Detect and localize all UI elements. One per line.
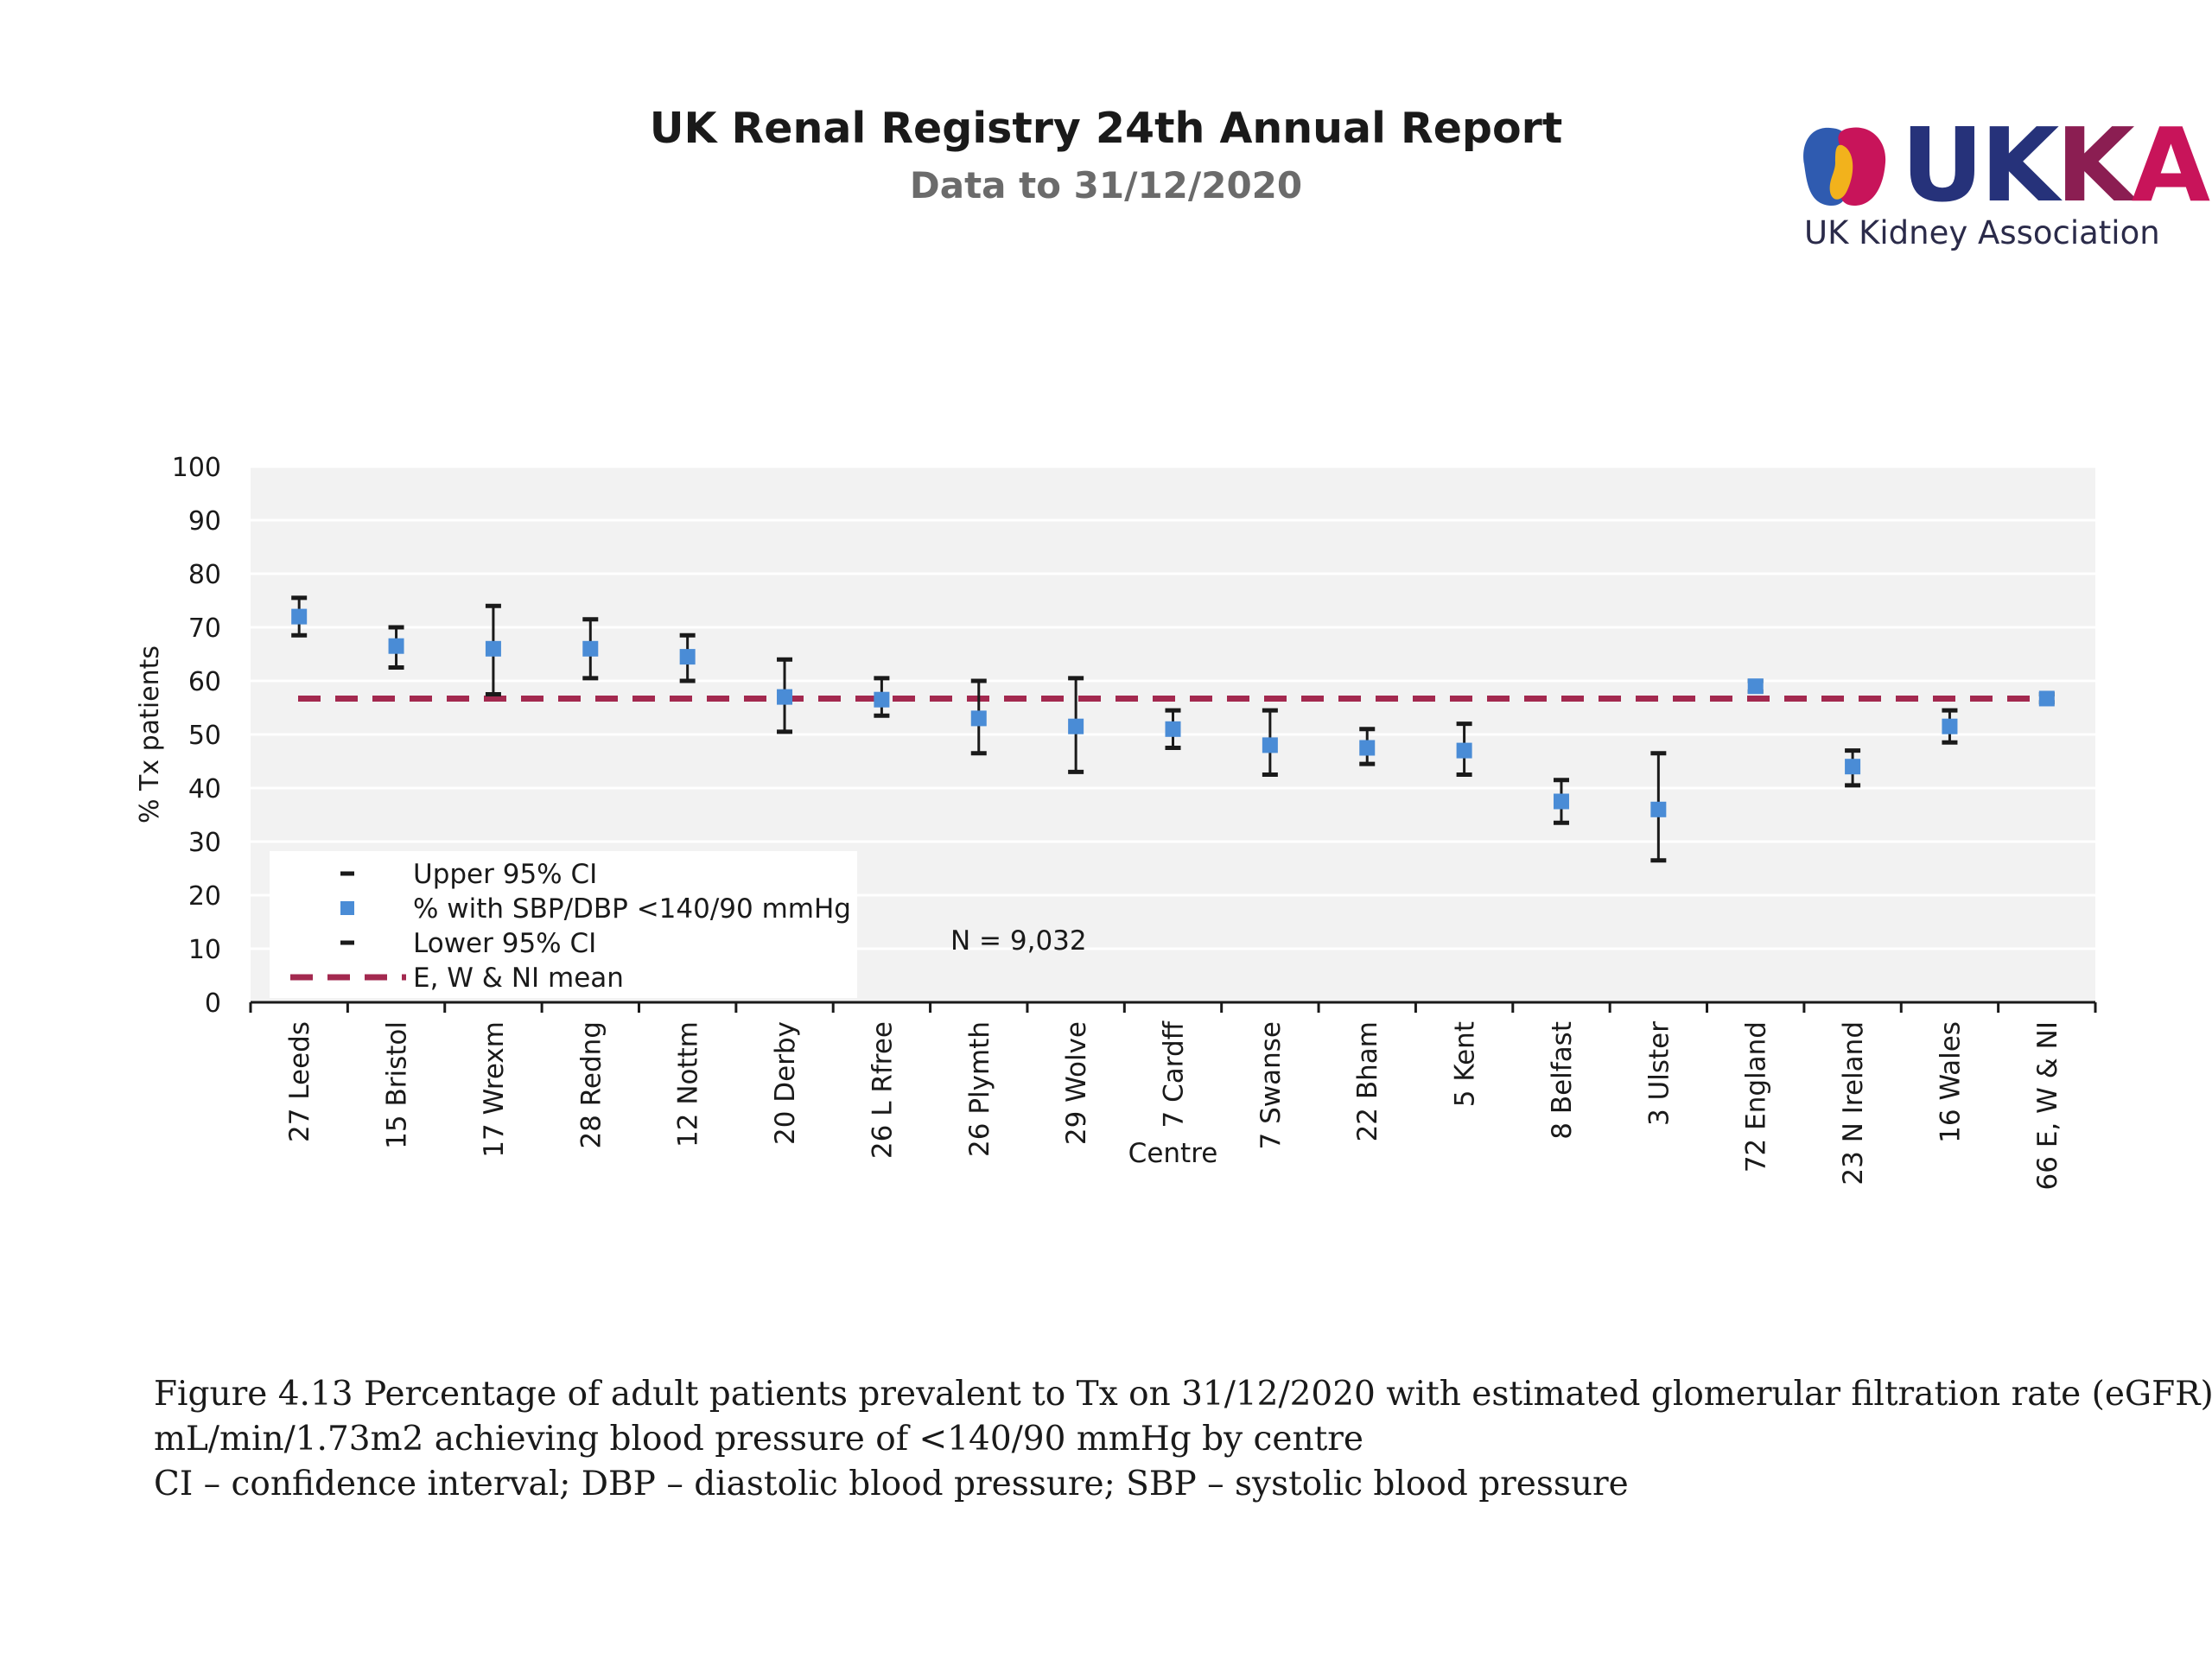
caption-line-3: CI – confidence interval; DBP – diastoli… — [154, 1465, 1629, 1503]
x-tick-label: 17 Wrexm — [479, 1021, 510, 1158]
sample-size-annotation: N = 9,032 — [950, 925, 1087, 957]
logo-wordmark: UKKA — [1901, 105, 2210, 225]
report-subtitle: Data to 31/12/2020 — [909, 164, 1303, 207]
x-tick-label: 7 Cardff — [1159, 1020, 1190, 1128]
y-tick-label: 50 — [188, 721, 221, 751]
x-tick-label: 16 Wales — [1935, 1021, 1966, 1143]
x-tick-label: 26 L Rfree — [867, 1021, 898, 1159]
legend-entry: % with SBP/DBP <140/90 mmHg — [413, 893, 851, 925]
data-point — [1456, 742, 1472, 759]
y-tick-label: 40 — [188, 774, 221, 804]
legend-box — [270, 851, 857, 998]
x-tick-label: 26 Plymth — [964, 1021, 995, 1157]
data-point — [874, 691, 890, 708]
kidney-logo-icon — [1803, 127, 1886, 207]
logo-tagline: UK Kidney Association — [1804, 214, 2160, 251]
x-axis-label: Centre — [1128, 1138, 1218, 1169]
y-tick-label: 100 — [172, 453, 221, 483]
y-axis-ticks: 0 10 20 30 40 50 60 70 80 90 100 — [172, 453, 221, 1019]
y-tick-label: 10 — [188, 935, 221, 965]
y-tick-label: 70 — [188, 613, 221, 644]
data-point — [2038, 690, 2055, 707]
data-point — [679, 649, 696, 665]
x-axis-ticks — [249, 1002, 2097, 1013]
caption-line-1: Figure 4.13 Percentage of adult patients… — [154, 1375, 2212, 1414]
data-point — [1845, 759, 1861, 775]
data-point — [1553, 793, 1569, 810]
data-point — [1942, 718, 1958, 734]
y-tick-label: 60 — [188, 667, 221, 697]
legend-point-swatch — [340, 901, 354, 915]
data-point — [1650, 801, 1667, 817]
x-tick-label: 72 England — [1741, 1021, 1772, 1173]
data-point — [1262, 737, 1278, 753]
legend-entry: Lower 95% CI — [413, 928, 596, 959]
legend: Upper 95% CI% with SBP/DBP <140/90 mmHgL… — [270, 851, 857, 998]
data-point — [485, 640, 501, 657]
y-tick-label: 20 — [188, 881, 221, 912]
x-tick-label: 27 Leeds — [284, 1021, 315, 1142]
x-axis-labels: 27 Leeds 15 Bristol 17 Wrexm 28 Redng 12 Not… — [284, 1020, 2063, 1190]
ukka-logo: UKKA UK Kidney Association — [1797, 105, 2210, 259]
data-point — [1165, 721, 1181, 737]
x-tick-label: 66 E, W & NI — [2032, 1021, 2063, 1190]
x-tick-label: 23 N Ireland — [1838, 1021, 1869, 1185]
legend-entry: Upper 95% CI — [413, 859, 597, 890]
caption-line-2: mL/min/1.73m2 achieving blood pressure o… — [154, 1420, 1363, 1459]
figure-caption: Figure 4.13 Percentage of adult patients… — [154, 1372, 2212, 1507]
data-point — [970, 710, 987, 727]
logo-letter-k: K — [2056, 105, 2134, 225]
x-tick-label: 12 Nottm — [673, 1021, 704, 1147]
legend-entry: E, W & NI mean — [413, 963, 624, 994]
data-point — [1068, 718, 1084, 734]
x-tick-label: 20 Derby — [770, 1021, 801, 1145]
x-tick-label: 5 Kent — [1450, 1021, 1481, 1107]
x-tick-label: 29 Wolve — [1061, 1021, 1092, 1145]
data-point — [388, 638, 404, 654]
data-point — [1747, 678, 1764, 695]
y-tick-label: 90 — [188, 506, 221, 537]
x-tick-label: 7 Swanse — [1255, 1021, 1287, 1149]
data-marks — [291, 595, 2055, 863]
x-tick-label: 3 Ulster — [1643, 1021, 1675, 1126]
data-point — [777, 689, 793, 705]
y-tick-label: 80 — [188, 560, 221, 590]
data-point — [1359, 740, 1376, 756]
x-tick-label: 22 Bham — [1352, 1021, 1383, 1141]
y-tick-label: 0 — [205, 988, 221, 1019]
data-point — [291, 608, 308, 625]
x-tick-label: 15 Bristol — [382, 1021, 413, 1149]
logo-letter-a: A — [2131, 105, 2210, 225]
y-tick-label: 30 — [188, 828, 221, 858]
x-tick-label: 28 Redng — [575, 1021, 607, 1149]
report-title: UK Renal Registry 24th Annual Report — [649, 104, 1563, 153]
x-tick-label: 8 Belfast — [1547, 1021, 1578, 1140]
data-point — [582, 640, 599, 657]
y-axis-label: % Tx patients — [135, 645, 165, 823]
logo-letters-uk: UK — [1901, 105, 2059, 225]
